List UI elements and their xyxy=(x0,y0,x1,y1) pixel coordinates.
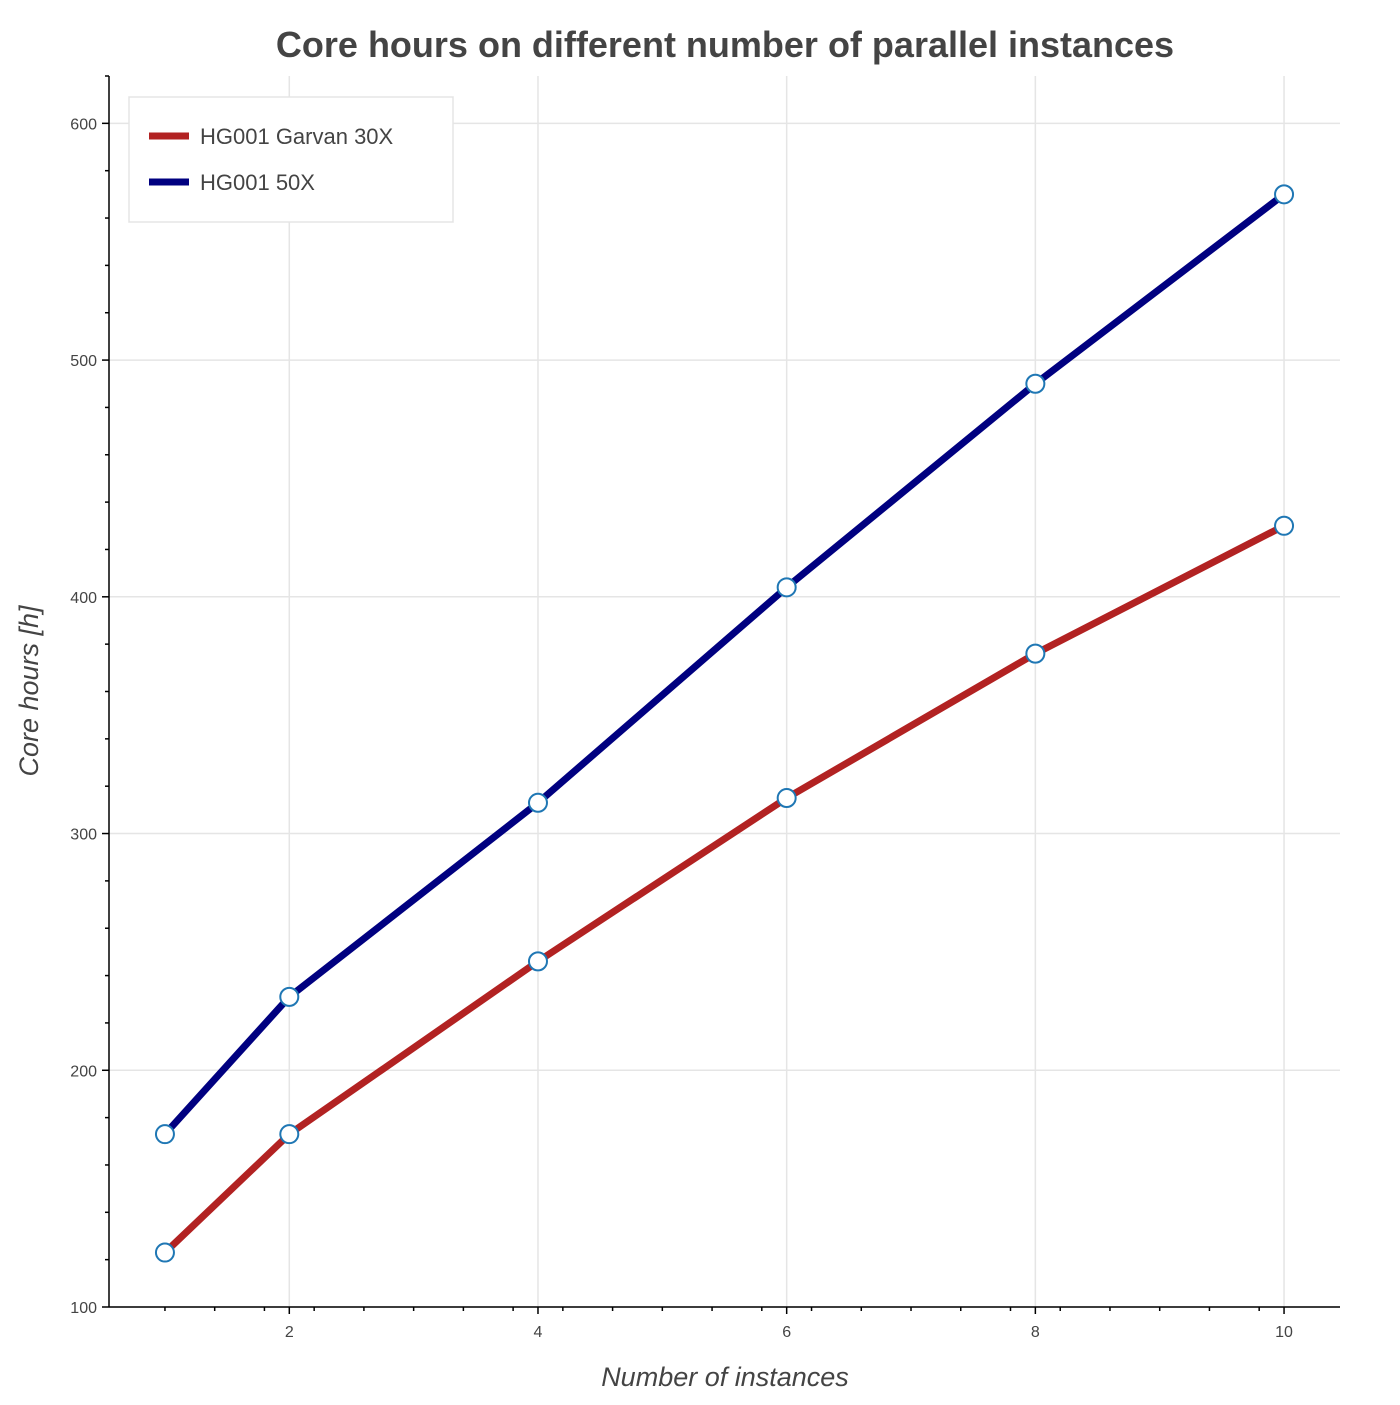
data-point xyxy=(527,792,548,813)
legend-box xyxy=(128,96,454,223)
legend-label: HG001 50X xyxy=(200,170,315,195)
y-tick-label: 400 xyxy=(70,590,97,607)
series-layer xyxy=(154,184,1295,1263)
y-tick-label: 500 xyxy=(70,353,97,370)
data-point xyxy=(776,577,797,598)
data-point xyxy=(1025,643,1046,664)
data-point xyxy=(1274,184,1295,205)
data-point xyxy=(1274,515,1295,536)
axes: 2 4 6 8 10 100 200 300 400 500 600 xyxy=(70,75,1340,1341)
x-tick-label: 6 xyxy=(782,1324,791,1341)
y-tick-label: 300 xyxy=(70,827,97,844)
x-tick-label: 2 xyxy=(285,1324,294,1341)
series-line-1 xyxy=(162,191,1287,1137)
series-line-0 xyxy=(162,522,1286,1256)
y-tick-label: 600 xyxy=(70,116,97,133)
grid xyxy=(109,76,1340,1308)
data-point xyxy=(279,986,300,1007)
data-point xyxy=(154,1124,175,1145)
x-tick-label: 8 xyxy=(1031,1324,1040,1341)
data-point xyxy=(154,1242,175,1263)
x-tick-label: 4 xyxy=(534,1324,543,1341)
data-point xyxy=(527,951,548,972)
y-tick-label: 100 xyxy=(70,1300,97,1317)
x-axis-label: Number of instances xyxy=(601,1362,849,1392)
legend-label: HG001 Garvan 30X xyxy=(200,124,394,149)
data-point xyxy=(1025,373,1046,394)
y-axis-label: Core hours [h] xyxy=(14,604,44,777)
x-tick-label: 10 xyxy=(1275,1324,1293,1341)
legend: HG001 Garvan 30X HG001 50X xyxy=(128,96,454,223)
y-tick-label: 200 xyxy=(70,1063,97,1080)
data-point xyxy=(279,1124,300,1145)
data-point xyxy=(776,788,797,809)
chart-title: Core hours on different number of parall… xyxy=(276,24,1174,65)
